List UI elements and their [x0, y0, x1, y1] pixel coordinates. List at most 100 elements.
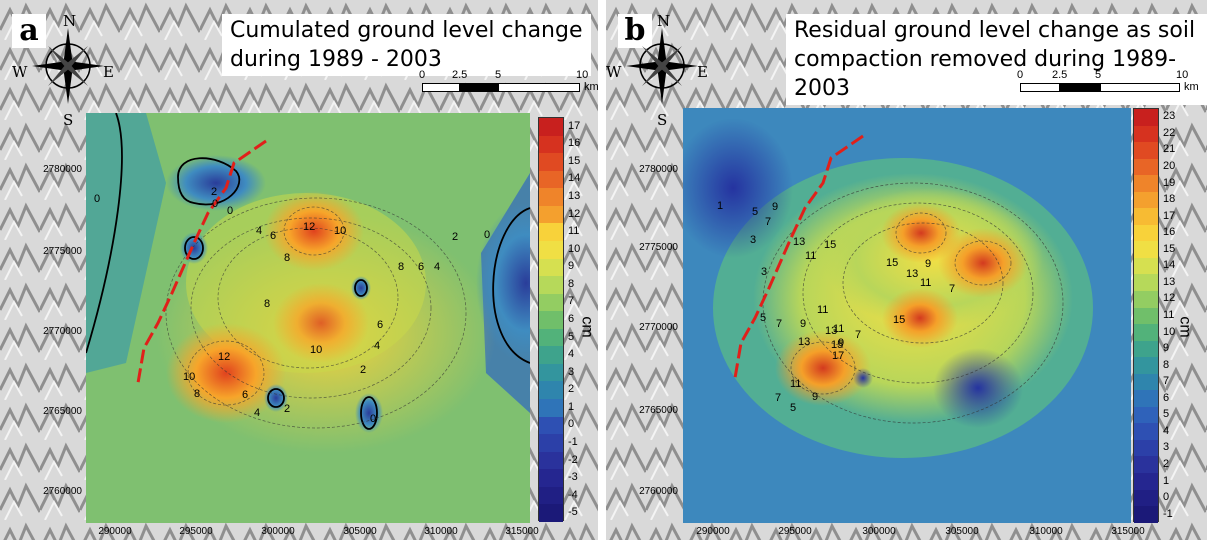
x-tick-label: 315000 [505, 526, 539, 537]
y-tick-label: 2775000 [639, 242, 678, 253]
colorbar-segment [1134, 191, 1158, 209]
compass-east: E [103, 63, 114, 81]
contour-value-label: 10 [183, 371, 196, 383]
colorbar-segment [1134, 241, 1158, 258]
colorbar-segment [539, 258, 563, 277]
y-tick-label: 2775000 [43, 246, 82, 257]
colorbar-tick-label: 15 [1163, 242, 1176, 255]
colorbar-segment [1134, 357, 1158, 374]
colorbar-tick-label: 21 [1163, 143, 1176, 156]
y-tick-label: 2770000 [43, 326, 82, 337]
x-tick-label: 310000 [1029, 526, 1063, 537]
y-tick-label: 2760000 [639, 486, 678, 497]
colorbar-tick-label: 11 [568, 225, 580, 238]
x-tick-label: 295000 [778, 526, 812, 537]
contour-value-label: 5 [760, 312, 767, 324]
contour-value-label: 3 [761, 266, 768, 278]
colorbar-segment [1134, 439, 1158, 457]
scale-label: 5 [1095, 69, 1102, 81]
contour-value-label: 0 [94, 193, 101, 205]
colorbar-tick-label: 18 [1163, 193, 1176, 206]
compass-east: E [697, 63, 708, 81]
colorbar-segment [1134, 224, 1158, 242]
scale-segment [498, 83, 580, 92]
colorbar-segment [1134, 142, 1158, 159]
contour-value-label: 7 [765, 216, 772, 228]
colorbar-tick-label: 6 [1163, 391, 1170, 404]
contour-value-label: 6 [270, 230, 277, 242]
contour-value-label: 9 [772, 201, 779, 213]
colorbar-tick-label: -4 [568, 488, 578, 501]
colorbar-tick-label: 6 [568, 313, 575, 325]
colorbar-segment [539, 118, 563, 136]
scale-label: 0 [419, 69, 426, 81]
colorbar-tick-label: 17 [1163, 209, 1176, 222]
colorbar-segment [1134, 291, 1158, 308]
contour-value-label: 11 [817, 304, 829, 316]
contour-value-label: 11 [833, 323, 845, 335]
unit-label: cm [578, 316, 596, 338]
colorbar-tick-label: 17 [568, 119, 581, 132]
colorbar-tick-label: -1 [1163, 507, 1173, 520]
colorbar-segment [1134, 506, 1158, 523]
colorbar [1133, 108, 1159, 523]
colorbar [538, 117, 564, 522]
x-tick-label: 300000 [862, 526, 896, 537]
contour-value-label: 2 [211, 186, 218, 198]
contour-value-label: 2 [284, 403, 291, 415]
colorbar-segment [539, 381, 563, 399]
contour-value-label: 4 [254, 407, 261, 419]
y-tick-label: 2780000 [639, 164, 678, 175]
y-tick-label: 2760000 [43, 486, 82, 497]
compass-north: N [63, 12, 77, 30]
contour-value-label: 7 [855, 329, 862, 341]
colorbar-tick-label: 2 [1163, 458, 1170, 471]
compass-west: W [12, 63, 28, 81]
colorbar-tick-label: 1 [568, 400, 575, 413]
contour-value-label: 8 [398, 261, 405, 273]
colorbar-tick-label: 5 [568, 330, 575, 343]
colorbar-tick-label: 8 [1163, 358, 1170, 371]
panel-tag: b [618, 14, 652, 48]
scale-segment [460, 83, 498, 92]
colorbar-segment [1134, 423, 1158, 440]
contour-value-label: 9 [838, 337, 845, 349]
colorbar-tick-label: 12 [1163, 292, 1176, 305]
contour-value-label: 13 [825, 325, 838, 337]
colorbar-segment [539, 416, 563, 435]
contour-value-label: 0 [227, 205, 234, 217]
contour-value-label: 5 [790, 402, 797, 414]
colorbar-segment [539, 153, 563, 171]
colorbar-segment [1134, 456, 1158, 474]
colorbar-segment [1134, 109, 1158, 126]
colorbar-segment [539, 451, 563, 470]
x-tick-label: 290000 [98, 526, 132, 537]
colorbar-segment [1134, 406, 1158, 424]
colorbar-tick-label: 14 [568, 172, 581, 185]
fault-line-a [136, 139, 267, 384]
colorbar-segment [1134, 324, 1158, 341]
colorbar-tick-label: 5 [1163, 408, 1170, 421]
x-tick-label: 315000 [1111, 526, 1145, 537]
contour-value-label: 7 [775, 392, 782, 404]
scale-label: 5 [495, 69, 502, 81]
y-tick-label: 2765000 [43, 406, 82, 417]
colorbar-segment [1134, 307, 1158, 325]
contour-value-label: 13 [798, 336, 811, 348]
colorbar-tick-label: 3 [568, 365, 575, 378]
scale-label: 10 [576, 69, 589, 81]
contour-value-label: 6 [242, 389, 249, 401]
contour-value-label: 8 [264, 298, 271, 310]
colorbar-tick-label: 13 [568, 190, 581, 203]
deformation-map [683, 108, 1131, 523]
contour-value-label: 4 [374, 340, 381, 352]
contour-value-label: 17 [832, 350, 845, 362]
y-tick-label: 2770000 [639, 322, 678, 333]
colorbar-segment [539, 311, 563, 329]
contour-value-label: 0 [370, 413, 377, 425]
colorbar-segment [539, 293, 563, 312]
colorbar-segment [539, 135, 563, 154]
contour-value-label: 15 [893, 314, 906, 326]
contour-value-label: 0 [484, 229, 491, 241]
compass-rose-icon [32, 28, 104, 104]
